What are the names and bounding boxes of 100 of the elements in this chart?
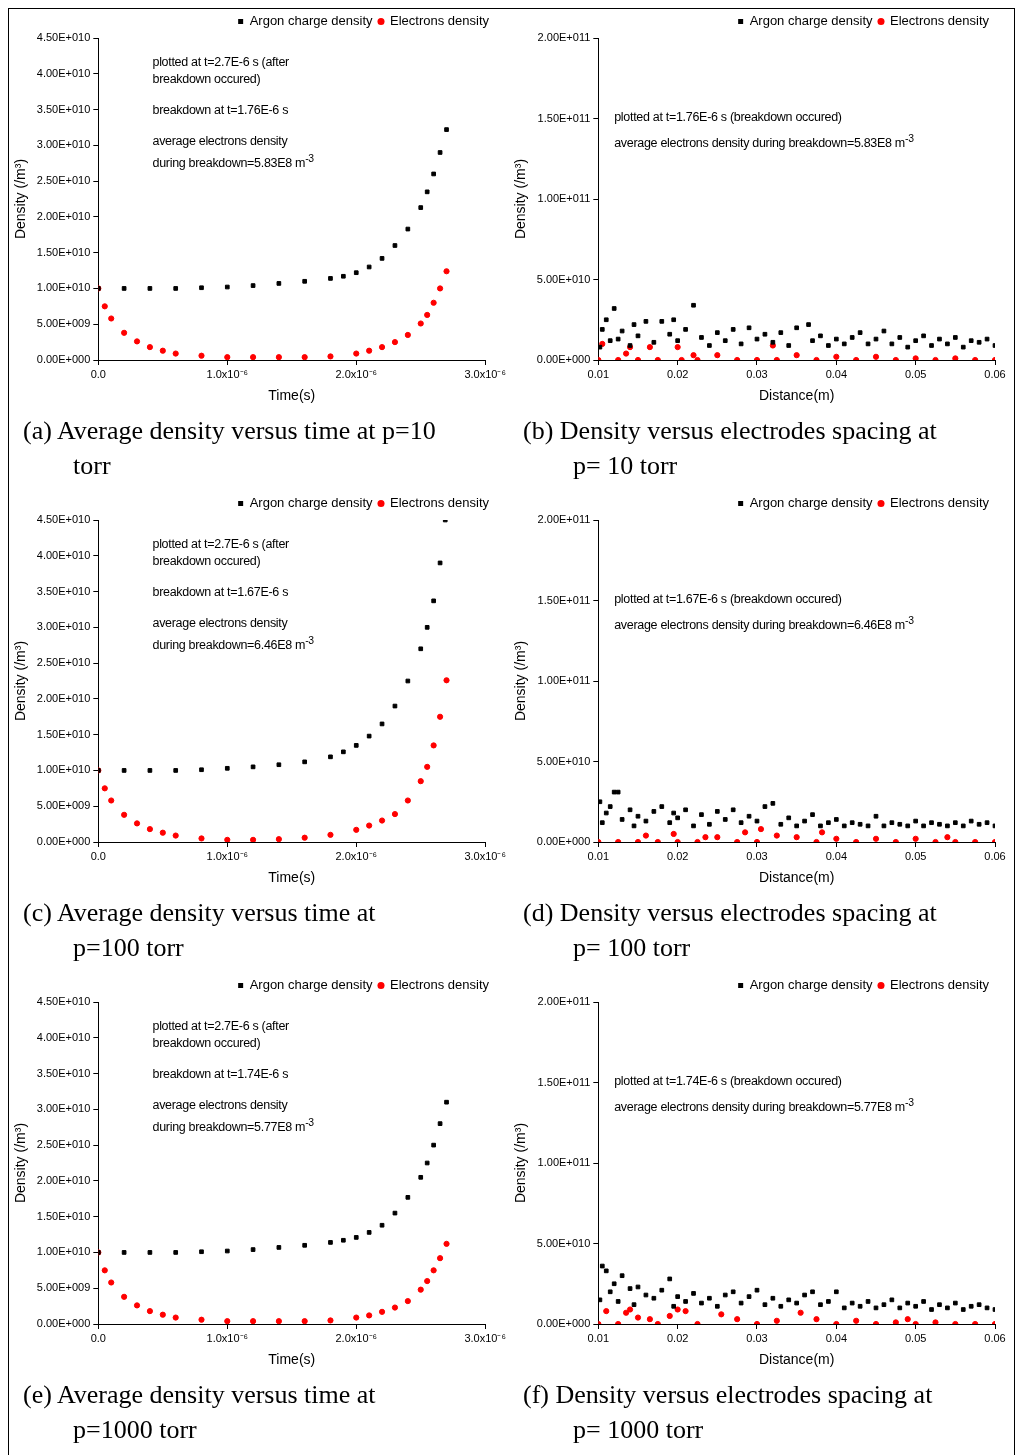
annotation: average electrons density during breakdown=5.83E8 m$^{-3}$: [614, 131, 915, 152]
y-tick-label: 5.00E+010: [536, 272, 591, 285]
annotation: average electrons density during breakdown=5.77E8 m$^{-3}$: [152, 1097, 315, 1137]
x-tick-label: 0.01: [587, 367, 610, 380]
x-tick-label: 0.05: [904, 849, 927, 862]
annotation: average electrons density during breakdown=5.83E8 m$^{-3}$: [152, 133, 315, 173]
y-tick-label: 2.00E+011: [537, 995, 591, 1008]
y-axis-title: Density (/m³): [512, 1122, 529, 1204]
annotation: average electrons density during breakdown=5.77E8 m$^{-3}$: [614, 1095, 915, 1116]
y-tick-label: 2.00E+010: [36, 1173, 91, 1186]
y-tick-label: 4.00E+010: [36, 548, 91, 561]
y-tick-label: 0.00E+000: [36, 353, 91, 366]
annotation: breakdown at t=1.76E-6 s: [152, 102, 290, 120]
x-tick-label: 2.0x10⁻⁶: [335, 1331, 378, 1344]
y-tick-label: 2.00E+010: [36, 209, 91, 222]
annotation: plotted at t=1.67E-6 s (breakdown occured): [614, 590, 843, 608]
y-tick-label: 3.00E+010: [36, 138, 91, 151]
text: (e) Average density versus time at p=1000 torr: [22, 1379, 377, 1446]
x-tick-label: 1.0x10⁻⁶: [206, 1331, 249, 1344]
y-tick-label: 1.50E+010: [36, 727, 91, 740]
legend-label: Argon charge density: [249, 977, 374, 993]
y-tick-label: 1.00E+011: [537, 192, 591, 205]
y-tick-label: 1.00E+010: [36, 281, 91, 294]
y-tick-label: 0.00E+000: [36, 1317, 91, 1330]
y-tick-label: 2.50E+010: [36, 1138, 91, 1151]
text: (f) Density versus electrodes spacing at p= 1000 torr: [522, 1379, 934, 1446]
x-axis-title: Distance(m): [758, 387, 835, 404]
y-tick-label: 5.00E+009: [36, 1281, 91, 1294]
y-tick-label: 1.50E+010: [36, 245, 91, 258]
x-tick-label: 0.03: [746, 367, 768, 380]
legend-label: Argon charge density: [749, 13, 874, 29]
x-axis-title: Distance(m): [758, 1351, 835, 1368]
x-axis-title: Time(s): [268, 1351, 316, 1368]
x-tick-label: 0.0: [90, 1331, 106, 1344]
y-tick-label: 3.50E+010: [36, 102, 91, 115]
y-tick-label: 2.00E+011: [537, 31, 591, 44]
y-axis-title: Density (/m³): [12, 158, 29, 240]
x-tick-label: 0.01: [587, 1331, 610, 1344]
legend-label: Argon charge density: [749, 495, 874, 511]
x-tick-label: 1.0x10⁻⁶: [206, 367, 249, 380]
y-tick-label: 1.00E+010: [36, 1245, 91, 1258]
legend-label: Electrons density: [390, 13, 490, 29]
text: (d) Density versus electrodes spacing at p= 100 torr: [522, 897, 938, 964]
y-tick-label: 1.00E+011: [537, 674, 591, 687]
y-tick-label: 0.00E+000: [536, 835, 591, 848]
y-tick-label: 1.50E+010: [36, 1209, 91, 1222]
x-tick-label: 0.0: [90, 367, 106, 380]
x-tick-label: 0.06: [984, 1331, 1006, 1344]
annotation: average electrons density during breakdown=6.46E8 m$^{-3}$: [614, 613, 915, 634]
x-tick-label: 3.0x10⁻⁶: [464, 367, 506, 380]
y-axis-title: Density (/m³): [12, 640, 29, 722]
annotation: plotted at t=2.7E-6 s (after breakdown occured): [152, 536, 290, 571]
annotation: breakdown at t=1.67E-6 s: [152, 584, 290, 602]
y-tick-label: 1.50E+011: [537, 111, 591, 124]
x-tick-label: 3.0x10⁻⁶: [464, 849, 506, 862]
x-tick-label: 0.04: [825, 1331, 848, 1344]
y-axis-title: Density (/m³): [512, 640, 529, 722]
legend-label: Electrons density: [890, 13, 990, 29]
x-tick-label: 0.05: [904, 1331, 927, 1344]
text: (c) Average density versus time at p=100 torr: [22, 897, 377, 964]
x-tick-label: 1.0x10⁻⁶: [206, 849, 249, 862]
y-tick-label: 0.00E+000: [536, 353, 591, 366]
x-axis-title: Time(s): [268, 869, 316, 886]
annotation: plotted at t=1.76E-6 s (breakdown occured): [614, 108, 843, 126]
x-tick-label: 2.0x10⁻⁶: [335, 367, 378, 380]
y-tick-label: 5.00E+010: [536, 1236, 591, 1249]
y-tick-label: 2.50E+010: [36, 656, 91, 669]
annotation: plotted at t=2.7E-6 s (after breakdown occured): [152, 1018, 290, 1053]
legend-label: Electrons density: [390, 977, 490, 993]
y-tick-label: 3.50E+010: [36, 584, 91, 597]
x-tick-label: 0.0: [90, 849, 106, 862]
x-tick-label: 3.0x10⁻⁶: [464, 1331, 506, 1344]
annotation: breakdown at t=1.74E-6 s: [152, 1066, 290, 1084]
x-tick-label: 0.02: [666, 1331, 689, 1344]
x-tick-label: 0.05: [904, 367, 927, 380]
x-axis-title: Time(s): [268, 387, 316, 404]
y-tick-label: 4.00E+010: [36, 1030, 91, 1043]
legend-label: Electrons density: [890, 977, 990, 993]
x-tick-label: 0.01: [587, 849, 610, 862]
y-tick-label: 5.00E+009: [36, 317, 91, 330]
y-tick-label: 4.50E+010: [36, 31, 91, 44]
y-tick-label: 5.00E+010: [536, 754, 591, 767]
annotation: plotted at t=2.7E-6 s (after breakdown occured): [152, 54, 290, 89]
y-tick-label: 1.50E+011: [537, 593, 591, 606]
x-tick-label: 0.06: [984, 367, 1006, 380]
x-axis-title: Distance(m): [758, 869, 835, 886]
y-tick-label: 1.00E+010: [36, 763, 91, 776]
text: (b) Density versus electrodes spacing at p= 10 torr: [522, 415, 938, 482]
legend-label: Electrons density: [890, 495, 990, 511]
x-tick-label: 2.0x10⁻⁶: [335, 849, 378, 862]
text: (a) Average density versus time at p=10 torr: [22, 415, 437, 482]
y-tick-label: 1.50E+011: [537, 1075, 591, 1088]
x-tick-label: 0.02: [666, 367, 689, 380]
annotation: average electrons density during breakdown=6.46E8 m$^{-3}$: [152, 615, 315, 655]
y-tick-label: 4.00E+010: [36, 66, 91, 79]
x-tick-label: 0.04: [825, 367, 848, 380]
y-axis-title: Density (/m³): [512, 158, 529, 240]
y-axis-title: Density (/m³): [12, 1122, 29, 1204]
legend-label: Argon charge density: [249, 13, 374, 29]
y-tick-label: 3.00E+010: [36, 1102, 91, 1115]
